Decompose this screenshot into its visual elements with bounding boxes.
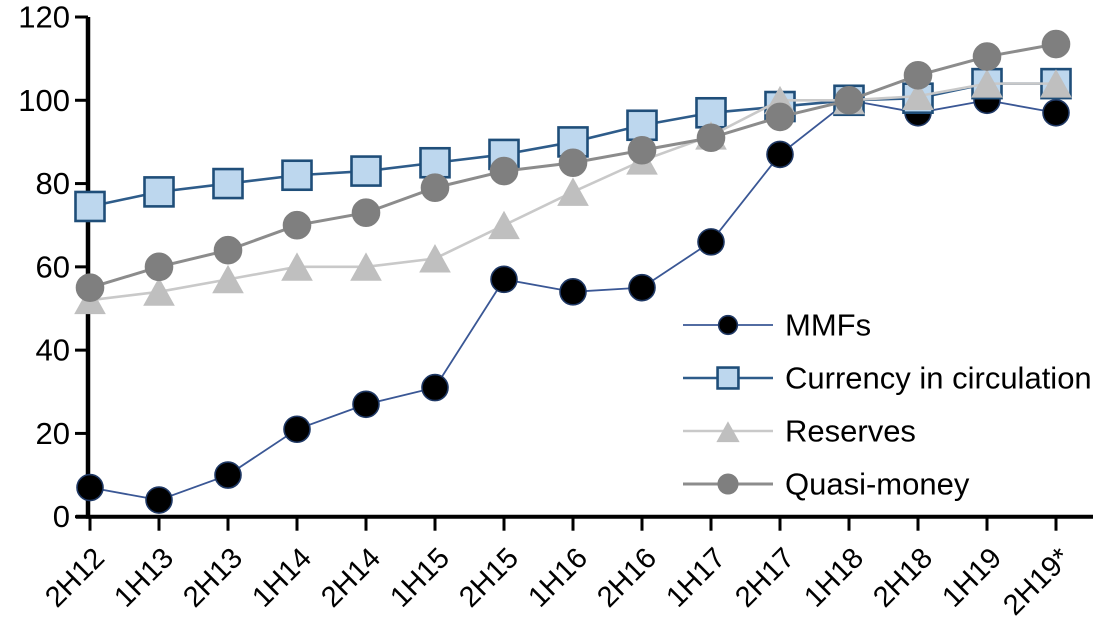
data-point-marker: [283, 415, 311, 444]
y-tick-label: 0: [53, 499, 70, 534]
y-tick-label: 120: [18, 0, 70, 35]
data-point-marker: [1040, 69, 1072, 98]
x-tick-label: 1H13: [108, 542, 180, 614]
data-point-marker: [628, 273, 656, 302]
data-point-marker: [627, 135, 657, 165]
y-tick-label: 60: [36, 249, 70, 284]
data-point-marker: [766, 140, 794, 169]
legend-item: Reserves: [683, 414, 916, 449]
data-point-marker: [351, 198, 381, 228]
data-point-marker: [419, 146, 451, 179]
x-tick-label: 2H19*: [997, 542, 1077, 622]
data-point-marker: [834, 85, 864, 115]
data-point-marker: [489, 156, 519, 186]
data-point-marker: [697, 228, 725, 256]
data-point-marker: [144, 252, 174, 282]
y-tick-label: 80: [36, 166, 70, 201]
data-point-marker: [902, 81, 934, 111]
data-point-marker: [765, 102, 795, 132]
data-point-marker: [75, 273, 105, 302]
y-tick-label: 100: [18, 83, 70, 118]
x-tick-label: 2H13: [177, 542, 249, 614]
x-tick-label: 1H19: [936, 542, 1008, 614]
data-point-marker: [696, 123, 726, 153]
x-tick-label: 2H18: [867, 542, 939, 614]
legend-item: Currency in circulation: [683, 361, 1092, 396]
x-tick-label: 2H17: [729, 542, 801, 614]
legend-label: Quasi-money: [785, 467, 970, 502]
data-point-marker: [490, 265, 518, 294]
legend-item: Quasi-money: [683, 467, 970, 502]
data-point-marker: [558, 148, 588, 178]
data-point-marker: [1042, 98, 1070, 127]
data-point-marker: [352, 390, 380, 419]
data-point-marker: [143, 176, 175, 208]
data-point-marker: [213, 235, 243, 265]
legend-item: MMFs: [683, 308, 871, 343]
data-point-marker: [421, 373, 449, 402]
data-point-marker: [74, 190, 106, 223]
data-point-marker: [1041, 29, 1071, 59]
data-point-marker: [626, 109, 658, 142]
data-point-marker: [972, 42, 1002, 71]
x-tick-label: 1H16: [522, 542, 594, 614]
x-tick-label: 2H16: [591, 542, 663, 614]
data-point-marker: [281, 252, 313, 281]
data-point-marker: [143, 277, 175, 306]
legend-marker: [717, 473, 739, 495]
legend: MMFs Currency in circulation Reserves Quasi…: [683, 308, 1092, 502]
data-point-marker: [419, 244, 451, 273]
data-point-marker: [557, 177, 589, 206]
data-point-marker: [214, 461, 242, 489]
data-point-marker: [559, 278, 587, 306]
data-point-marker: [282, 210, 312, 240]
series-mmfs: [76, 86, 1070, 514]
data-point-marker: [903, 60, 933, 90]
data-point-marker: [212, 264, 244, 294]
x-tick-label: 2H12: [39, 542, 111, 614]
legend-marker: [717, 314, 739, 336]
data-point-marker: [145, 486, 173, 514]
data-point-marker: [281, 159, 313, 192]
legend-label: Currency in circulation: [785, 361, 1092, 396]
y-tick-label: 20: [36, 416, 70, 451]
legend-label: Reserves: [785, 414, 916, 449]
x-tick-label: 1H14: [246, 542, 318, 614]
data-point-marker: [971, 69, 1003, 98]
y-tick-label: 40: [36, 333, 70, 368]
data-point-marker: [212, 167, 244, 200]
data-point-marker: [350, 155, 382, 187]
x-tick-label: 1H17: [660, 542, 732, 614]
data-point-marker: [420, 173, 450, 203]
data-point-marker: [76, 473, 104, 502]
x-tick-label: 2H15: [453, 542, 525, 614]
x-tick-label: 1H18: [798, 542, 870, 614]
legend-label: MMFs: [785, 308, 871, 343]
series-quasi-money: [75, 29, 1071, 302]
x-tick-label: 1H15: [384, 542, 456, 614]
x-tick-label: 2H14: [315, 542, 387, 614]
legend-marker: [716, 421, 740, 443]
data-point-marker: [350, 252, 382, 281]
legend-marker: [716, 366, 740, 390]
data-point-marker: [488, 210, 520, 240]
